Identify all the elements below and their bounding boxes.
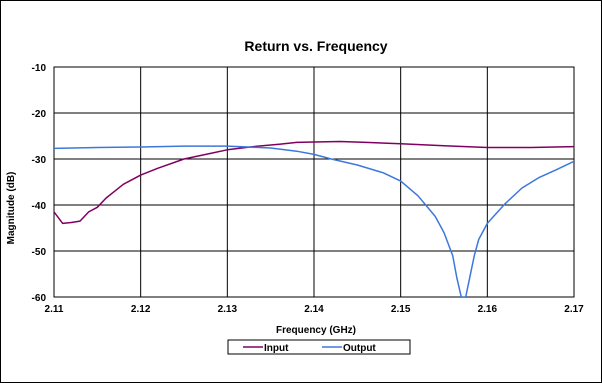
legend-output-label: Output <box>343 343 376 354</box>
y-tick-label: -30 <box>32 155 47 166</box>
y-tick-label: -20 <box>32 109 47 120</box>
legend-input-label: Input <box>264 343 289 354</box>
y-axis-label: Magnitude (dB) <box>6 172 17 245</box>
x-tick-label: 2.16 <box>478 304 498 315</box>
y-tick-label: -40 <box>32 201 47 212</box>
series-line-output <box>54 145 574 297</box>
y-tick-label: -50 <box>32 247 47 258</box>
y-tick-label: -60 <box>32 293 47 304</box>
x-tick-label: 2.15 <box>391 304 411 315</box>
series-line-input <box>54 140 574 225</box>
x-axis-label: Frequency (GHz) <box>276 325 356 336</box>
x-tick-label: 2.14 <box>304 304 324 315</box>
legend: Input Output <box>227 339 411 355</box>
x-tick-label: 2.17 <box>564 304 584 315</box>
x-tick-label: 2.12 <box>131 304 151 315</box>
chart-title: Return vs. Frequency <box>244 38 387 54</box>
x-tick-label: 2.11 <box>45 304 64 315</box>
legend-box <box>227 339 411 355</box>
y-tick-label: -10 <box>32 63 47 74</box>
x-tick-label: 2.13 <box>218 304 238 315</box>
